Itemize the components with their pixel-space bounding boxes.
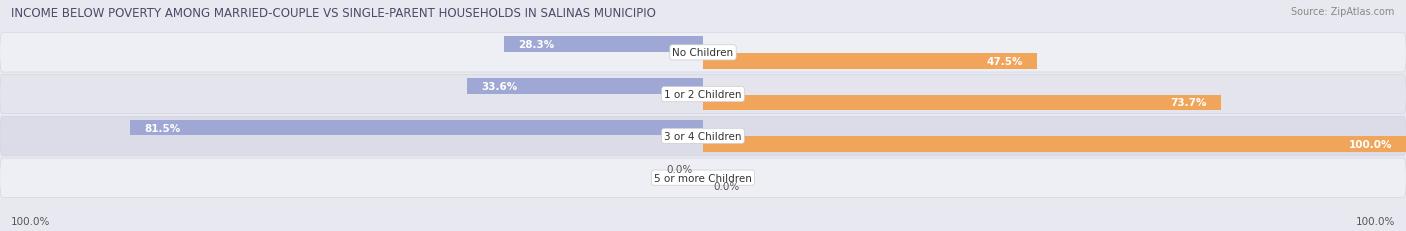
- Text: 100.0%: 100.0%: [1355, 216, 1395, 226]
- FancyBboxPatch shape: [0, 33, 1406, 73]
- Bar: [703, 137, 1406, 152]
- Bar: [503, 37, 703, 53]
- Text: 1 or 2 Children: 1 or 2 Children: [664, 90, 742, 100]
- Text: 47.5%: 47.5%: [987, 56, 1024, 67]
- Text: 0.0%: 0.0%: [713, 181, 740, 191]
- Text: 100.0%: 100.0%: [11, 216, 51, 226]
- FancyBboxPatch shape: [0, 75, 1406, 114]
- Bar: [129, 120, 703, 136]
- Bar: [467, 79, 703, 94]
- FancyBboxPatch shape: [0, 158, 1406, 198]
- Bar: [703, 95, 1220, 111]
- Text: Source: ZipAtlas.com: Source: ZipAtlas.com: [1291, 7, 1395, 17]
- Text: 81.5%: 81.5%: [145, 123, 180, 133]
- FancyBboxPatch shape: [0, 117, 1406, 156]
- Text: 100.0%: 100.0%: [1348, 140, 1392, 150]
- Text: 3 or 4 Children: 3 or 4 Children: [664, 131, 742, 141]
- Text: 28.3%: 28.3%: [517, 40, 554, 50]
- Text: No Children: No Children: [672, 48, 734, 58]
- Text: INCOME BELOW POVERTY AMONG MARRIED-COUPLE VS SINGLE-PARENT HOUSEHOLDS IN SALINAS: INCOME BELOW POVERTY AMONG MARRIED-COUPL…: [11, 7, 657, 20]
- Text: 33.6%: 33.6%: [481, 81, 517, 91]
- Text: 5 or more Children: 5 or more Children: [654, 173, 752, 183]
- Text: 73.7%: 73.7%: [1171, 98, 1206, 108]
- Text: 0.0%: 0.0%: [666, 164, 693, 175]
- Bar: [703, 54, 1038, 69]
